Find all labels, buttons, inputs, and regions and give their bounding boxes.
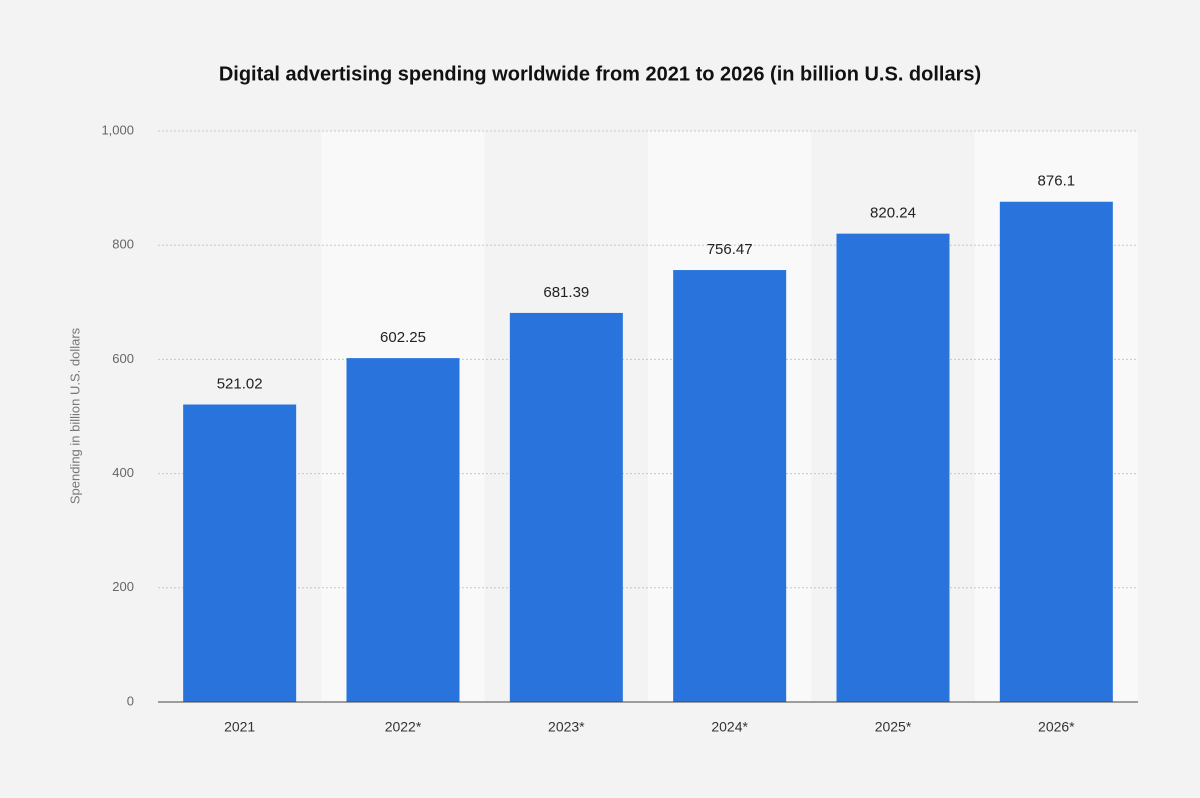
value-label: 681.39 <box>543 284 589 301</box>
value-label: 521.02 <box>217 375 263 392</box>
bar <box>346 358 460 702</box>
x-tick-label: 2024* <box>711 719 748 735</box>
value-label: 820.24 <box>870 205 916 222</box>
bar <box>509 312 623 702</box>
y-tick-label: 0 <box>127 693 134 708</box>
value-label: 756.47 <box>707 241 753 258</box>
bar <box>673 270 787 702</box>
y-tick-label: 1,000 <box>101 122 134 137</box>
value-label: 602.25 <box>380 329 426 346</box>
y-tick-label: 800 <box>112 237 134 252</box>
x-tick-label: 2025* <box>875 719 912 735</box>
y-tick-label: 200 <box>112 579 134 594</box>
y-tick-label: 600 <box>112 351 134 366</box>
bar <box>183 404 297 702</box>
x-tick-label: 2021 <box>224 719 255 735</box>
y-tick-label: 400 <box>112 465 134 480</box>
chart-title: Digital advertising spending worldwide f… <box>219 63 981 85</box>
bar <box>836 233 950 703</box>
x-tick-label: 2022* <box>385 719 422 735</box>
y-axis-label: Spending in billion U.S. dollars <box>67 327 82 504</box>
x-tick-label: 2026* <box>1038 719 1075 735</box>
value-label: 876.1 <box>1038 173 1076 190</box>
x-tick-label: 2023* <box>548 719 585 735</box>
bar <box>999 201 1113 703</box>
